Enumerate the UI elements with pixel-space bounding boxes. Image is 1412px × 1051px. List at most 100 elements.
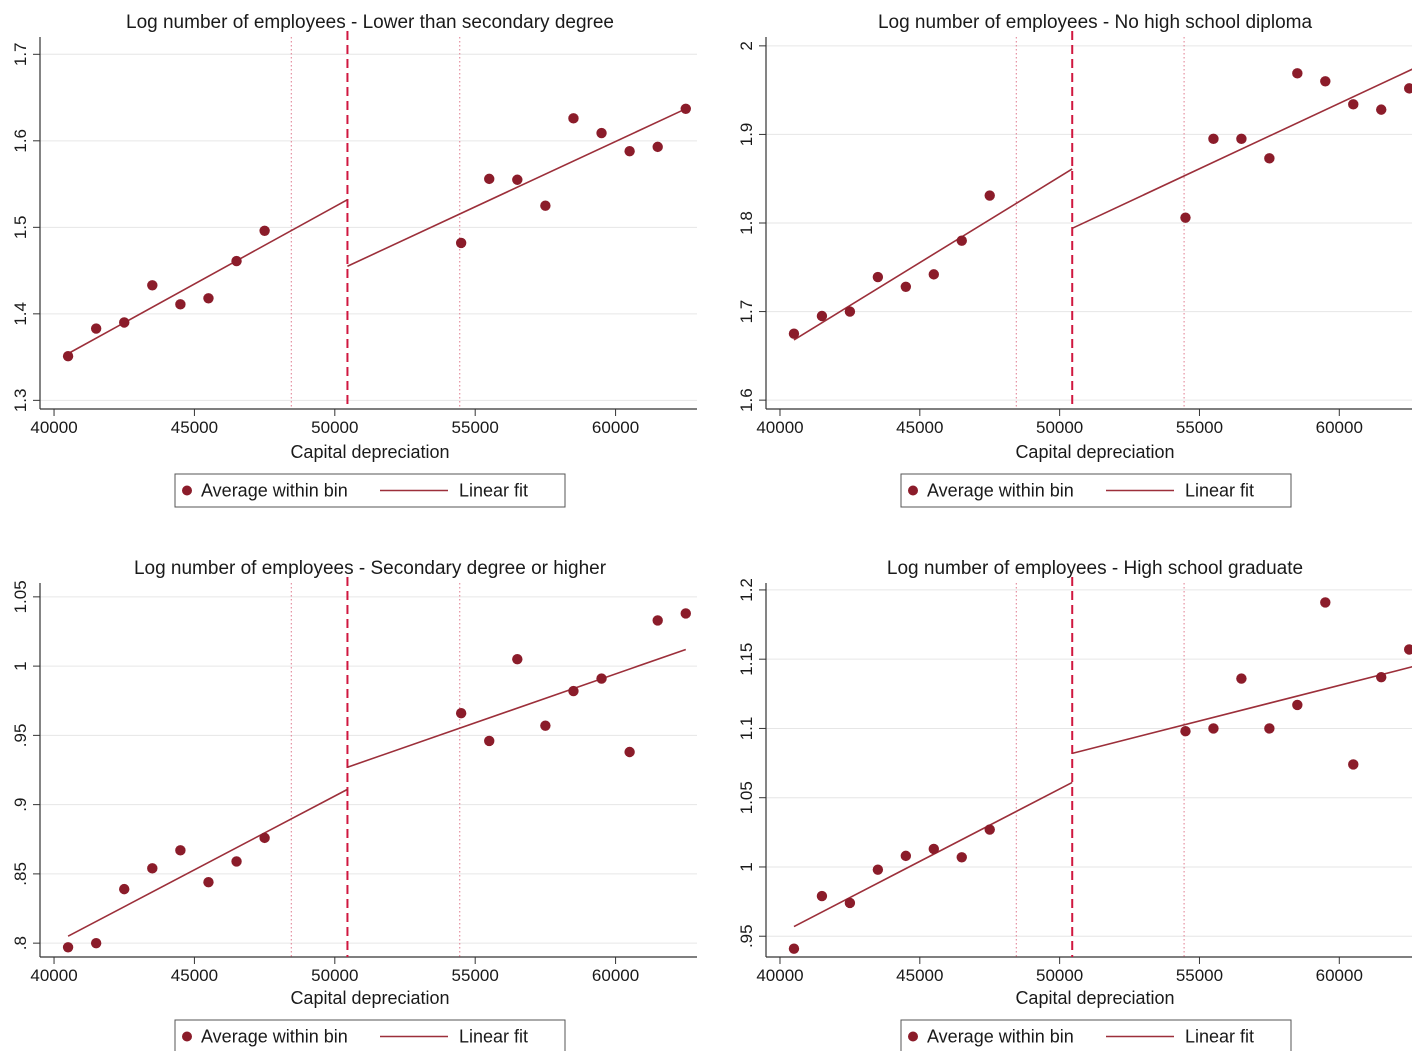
bin-point xyxy=(147,280,158,291)
y-tick-label: 1 xyxy=(737,862,756,871)
x-tick-label: 50000 xyxy=(1036,418,1083,437)
y-tick-label: 1.7 xyxy=(11,42,30,66)
bin-point xyxy=(568,685,579,697)
bin-point xyxy=(259,832,270,844)
fit-line-right xyxy=(1071,68,1412,230)
x-tick-label: 45000 xyxy=(896,418,943,437)
bin-point xyxy=(203,877,214,888)
bin-point xyxy=(1376,104,1387,115)
bin-point xyxy=(1180,212,1191,223)
x-tick-label: 55000 xyxy=(452,418,499,437)
x-tick-label: 40000 xyxy=(756,418,803,437)
fit-line-right xyxy=(347,648,687,768)
bin-point xyxy=(540,720,551,731)
bin-point xyxy=(984,190,995,201)
legend-label: Average within bin xyxy=(927,481,1074,501)
fit-lines xyxy=(793,68,1412,341)
bin-points xyxy=(62,103,691,362)
legend-box xyxy=(900,473,1292,508)
y-tick-label: .9 xyxy=(11,798,30,812)
x-tick-label: 55000 xyxy=(1176,418,1223,437)
bin-point xyxy=(872,271,884,283)
legend-label: Average within bin xyxy=(201,1027,348,1047)
bin-point xyxy=(175,845,186,856)
bin-point xyxy=(1236,133,1247,145)
bin-point xyxy=(956,235,967,246)
x-tick-label: 45000 xyxy=(896,966,943,985)
legend-marker-icon xyxy=(908,485,918,496)
y-tick-label: 1.7 xyxy=(737,300,756,324)
bin-point xyxy=(231,856,242,867)
bin-points xyxy=(788,597,1412,954)
legend-label: Linear fit xyxy=(459,1027,528,1047)
y-tick-label: 1.8 xyxy=(737,211,756,235)
bin-point xyxy=(90,937,102,949)
bin-point xyxy=(259,225,270,236)
chart-panel-3: Log number of employees - Secondary degr… xyxy=(11,558,697,1051)
bin-point xyxy=(175,299,186,310)
y-tick-label: .85 xyxy=(11,862,30,886)
bin-point xyxy=(596,127,607,139)
panel-title: Log number of employees - Secondary degr… xyxy=(134,558,607,579)
legend-marker-icon xyxy=(182,485,192,496)
legend: Average within bin Linear fit xyxy=(900,1019,1292,1051)
y-tick-label: 2 xyxy=(737,41,756,50)
chart-panel-4: Log number of employees - High school gr… xyxy=(737,558,1412,1051)
bin-point xyxy=(956,852,967,863)
bin-point xyxy=(1180,726,1191,737)
bin-point xyxy=(484,173,495,185)
fit-lines xyxy=(67,108,687,355)
bin-point xyxy=(484,735,495,747)
x-tick-label: 55000 xyxy=(1176,966,1223,985)
bin-point xyxy=(900,281,912,292)
bin-point xyxy=(568,113,579,124)
bin-point xyxy=(1348,759,1359,770)
bin-point xyxy=(455,708,467,719)
bin-point xyxy=(1348,99,1359,110)
bin-point xyxy=(788,943,800,954)
fit-line-right xyxy=(1072,665,1412,755)
bin-point xyxy=(1208,133,1219,145)
fit-line-right xyxy=(347,108,687,267)
bin-point xyxy=(62,351,74,362)
y-tick-label: 1.2 xyxy=(737,578,756,602)
y-tick-label: .95 xyxy=(737,924,756,948)
bin-points xyxy=(62,608,691,953)
bin-point xyxy=(1404,644,1412,655)
fit-line-left xyxy=(793,781,1073,928)
fit-line-left xyxy=(67,788,348,937)
legend: Average within bin Linear fit xyxy=(900,473,1292,508)
bin-point xyxy=(624,746,635,758)
fit-line-left xyxy=(67,198,348,355)
bin-point xyxy=(1292,699,1303,711)
bin-point xyxy=(680,608,691,619)
chart-panel-1: Log number of employees - Lower than sec… xyxy=(11,12,697,508)
bin-point xyxy=(1320,76,1331,87)
legend-label: Average within bin xyxy=(201,481,348,501)
bin-point xyxy=(928,843,939,855)
bin-point xyxy=(788,328,800,339)
y-tick-label: 1.4 xyxy=(11,302,30,326)
bin-point xyxy=(816,310,828,322)
bin-point xyxy=(1264,153,1275,164)
panel-title: Log number of employees - Lower than sec… xyxy=(126,12,614,33)
bin-point xyxy=(540,200,551,211)
x-tick-label: 50000 xyxy=(311,966,358,985)
fit-lines xyxy=(67,648,687,937)
bin-point xyxy=(1320,597,1331,608)
bin-point xyxy=(900,850,912,862)
bin-point xyxy=(652,141,663,153)
x-axis-label: Capital depreciation xyxy=(290,988,449,1008)
bin-point xyxy=(680,103,691,115)
bin-point xyxy=(844,897,856,909)
bin-points xyxy=(788,68,1412,339)
x-tick-label: 60000 xyxy=(592,418,639,437)
x-axis-label: Capital depreciation xyxy=(1015,442,1174,462)
x-axis-label: Capital depreciation xyxy=(290,442,449,462)
bin-point xyxy=(816,890,828,902)
bin-point xyxy=(1264,723,1275,734)
bin-point xyxy=(90,323,102,334)
bin-point xyxy=(119,317,130,328)
bin-point xyxy=(1376,671,1387,683)
